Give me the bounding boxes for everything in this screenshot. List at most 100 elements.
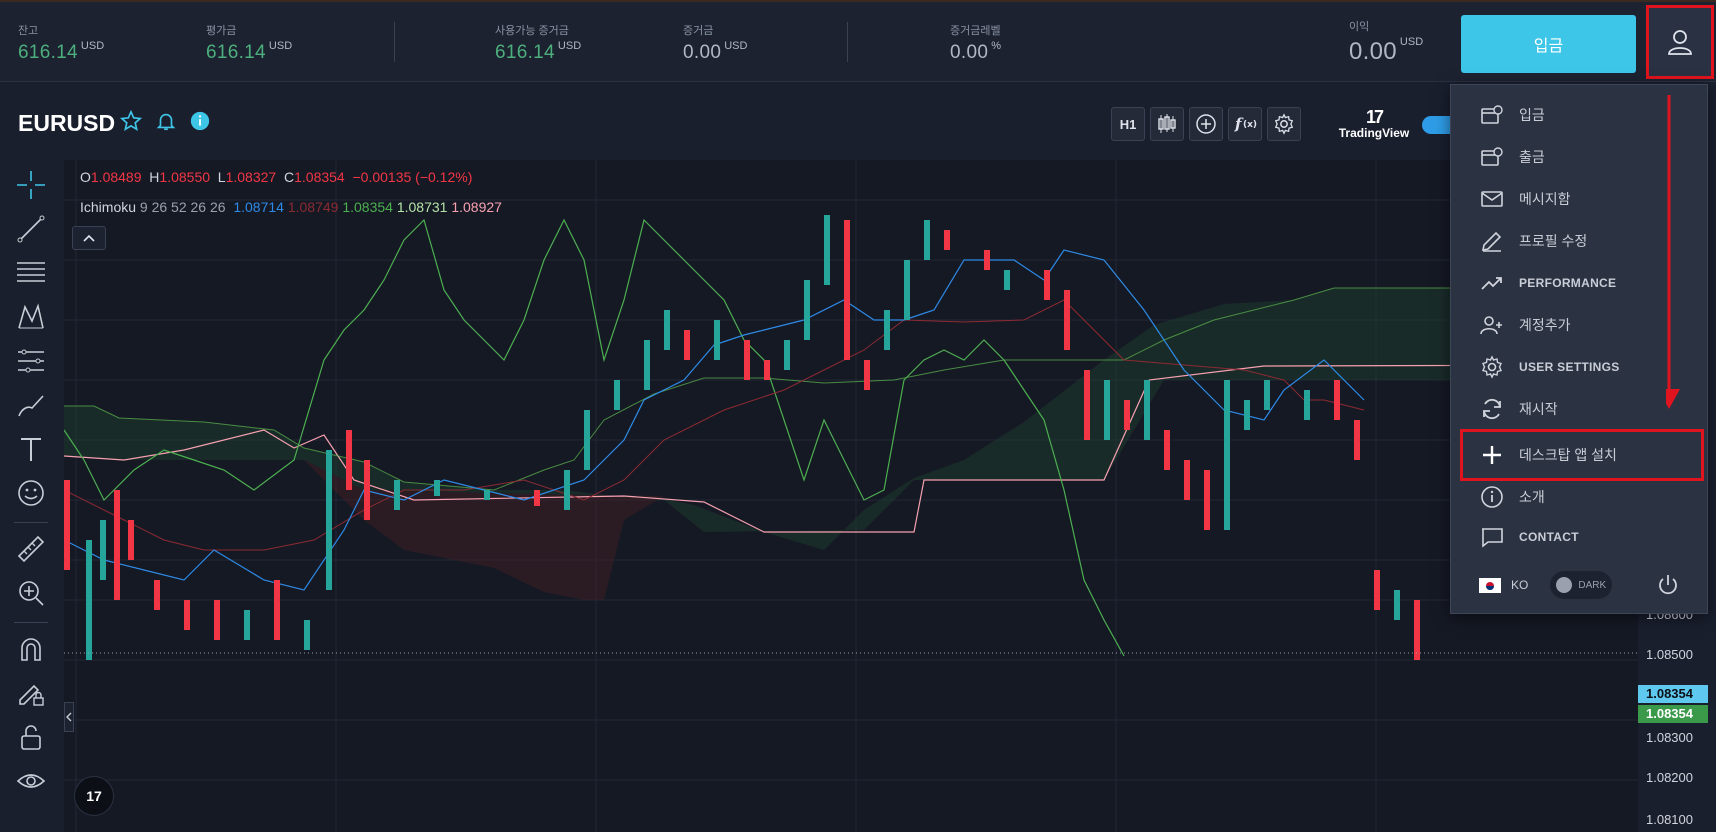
ruler-tool[interactable]	[14, 532, 48, 566]
zoom-icon	[19, 581, 44, 606]
ohlc-close: 1.08354	[294, 169, 345, 185]
bell-icon[interactable]	[155, 110, 177, 137]
price-chart[interactable]: 17	[63, 160, 1639, 832]
menu-item-edit-profile[interactable]: 프로필 수정	[1451, 221, 1709, 261]
menu-item-restart[interactable]: 재시작	[1451, 389, 1709, 429]
menu-item-label: 재시작	[1519, 401, 1558, 417]
user-dropdown-menu: 입금 출금 메시지함 프로필 수정 PERFORMANCE 계정추가 USER …	[1450, 84, 1708, 614]
chart-type-button[interactable]	[1150, 107, 1184, 141]
stat-value: 616.14	[495, 42, 555, 63]
menu-item-label: 프로필 수정	[1519, 233, 1588, 249]
pencil-lock-icon	[19, 684, 44, 706]
menu-item-install-desktop-app[interactable]: 데스크탑 앱 설치	[1460, 429, 1704, 481]
indicator-conversion: 1.08714	[233, 199, 284, 215]
pencil-icon	[1479, 228, 1505, 254]
stat-value: 0.00	[1349, 38, 1397, 65]
language-label[interactable]: KO	[1511, 578, 1529, 592]
forecast-tool[interactable]	[14, 344, 48, 378]
account-stats-bar: 잔고 616.14 USD 평가금 616.14 USD 사용가능 증거금 616.…	[0, 0, 1716, 82]
fib-tool[interactable]	[14, 256, 48, 290]
price-label: 1.08200	[1646, 770, 1693, 785]
info-icon[interactable]	[189, 110, 211, 137]
pattern-tool[interactable]	[14, 300, 48, 334]
menu-item-performance[interactable]: PERFORMANCE	[1451, 263, 1709, 303]
chart-settings-button[interactable]	[1267, 107, 1301, 141]
ohlc-change: −0.00135 (−0.12%)	[352, 169, 473, 185]
divider	[394, 22, 395, 62]
chevron-up-icon	[83, 234, 95, 242]
cloud-bullish	[64, 288, 1638, 550]
text-tool[interactable]	[14, 432, 48, 466]
grid	[64, 160, 1638, 832]
brush-tool[interactable]	[14, 388, 48, 422]
trendline-tool[interactable]	[14, 212, 48, 246]
crosshair-tool[interactable]	[14, 168, 48, 202]
dark-mode-toggle[interactable]: DARK	[1550, 571, 1613, 599]
indicator-params: 9 26 52 26 26	[139, 199, 226, 215]
stat-unit: USD	[80, 40, 105, 52]
lock-all-tool[interactable]	[14, 720, 48, 754]
price-tag-bid: 1.08354	[1638, 685, 1708, 703]
stat-label: 평가금	[206, 25, 237, 37]
visibility-tool[interactable]	[14, 764, 48, 798]
price-tag-last: 1.08354	[1638, 705, 1708, 723]
stat-equity: 평가금 616.14 USD	[206, 22, 292, 64]
svg-text:(x): (x)	[1243, 120, 1257, 130]
stat-unit: USD	[557, 40, 582, 52]
lock-drawing-tool[interactable]	[14, 676, 48, 710]
indicators-button[interactable]: f (x)	[1228, 107, 1262, 141]
candles	[64, 215, 1420, 660]
function-icon: f (x)	[1234, 115, 1257, 133]
deposit-icon	[1479, 102, 1505, 128]
stat-balance: 잔고 616.14 USD	[18, 22, 104, 64]
info-icon	[1479, 484, 1505, 510]
logout-button[interactable]	[1656, 573, 1680, 597]
emoji-tool[interactable]	[14, 476, 48, 510]
menu-item-label: 데스크탑 앱 설치	[1519, 447, 1617, 463]
tradingview-mark: 17	[1365, 107, 1384, 127]
zoom-tool[interactable]	[14, 576, 48, 610]
tradingview-toggle[interactable]	[1422, 116, 1458, 134]
menu-item-contact[interactable]: CONTACT	[1451, 517, 1709, 557]
star-icon[interactable]	[119, 109, 143, 137]
toolbar-collapse-handle[interactable]	[64, 702, 74, 732]
conversion-line	[63, 249, 1365, 591]
refresh-icon	[1479, 396, 1505, 422]
price-label: 1.08100	[1646, 812, 1693, 827]
menu-item-label: 출금	[1519, 149, 1545, 165]
stat-unit: USD	[1399, 36, 1424, 48]
magnet-tool[interactable]	[14, 632, 48, 666]
menu-item-user-settings[interactable]: USER SETTINGS	[1451, 347, 1709, 387]
stat-label: 증거금	[683, 25, 714, 37]
gear-icon	[1479, 354, 1505, 380]
deposit-button[interactable]: 입금	[1461, 15, 1636, 73]
tv-watermark-button[interactable]: 17	[74, 776, 114, 816]
indicator-base: 1.08749	[287, 199, 339, 215]
collapse-legend-button[interactable]	[72, 226, 106, 250]
menu-item-add-account[interactable]: 계정추가	[1451, 305, 1709, 345]
korea-flag-icon[interactable]	[1479, 577, 1501, 593]
user-menu-button[interactable]	[1646, 5, 1714, 79]
stat-margin-level: 증거금레벨 0.00%	[950, 22, 1001, 64]
menu-item-withdraw[interactable]: 출금	[1451, 137, 1709, 177]
leading-span-b	[64, 287, 1638, 491]
horizontal-lines-icon	[17, 262, 45, 282]
eye-icon	[16, 774, 46, 788]
ohlc-low-label: L	[217, 169, 226, 185]
add-user-icon	[1479, 312, 1505, 338]
stat-value: 616.14	[206, 42, 266, 63]
interval-button[interactable]: H1	[1111, 107, 1145, 141]
stat-value: 616.14	[18, 42, 78, 63]
ohlc-high: 1.08550	[159, 169, 211, 185]
ohlc-legend: O1.08489 H1.08550 L1.08327 C1.08354 −0.0…	[80, 169, 472, 185]
compare-button[interactable]	[1189, 107, 1223, 141]
menu-item-deposit[interactable]: 입금	[1451, 95, 1709, 135]
menu-item-about[interactable]: 소개	[1451, 477, 1709, 517]
menu-item-messages[interactable]: 메시지함	[1451, 179, 1709, 219]
divider	[847, 22, 848, 62]
chat-icon	[1479, 524, 1505, 550]
price-label: 1.08500	[1646, 647, 1693, 662]
stat-unit: USD	[724, 40, 748, 52]
stat-value: 0.00	[950, 42, 989, 63]
